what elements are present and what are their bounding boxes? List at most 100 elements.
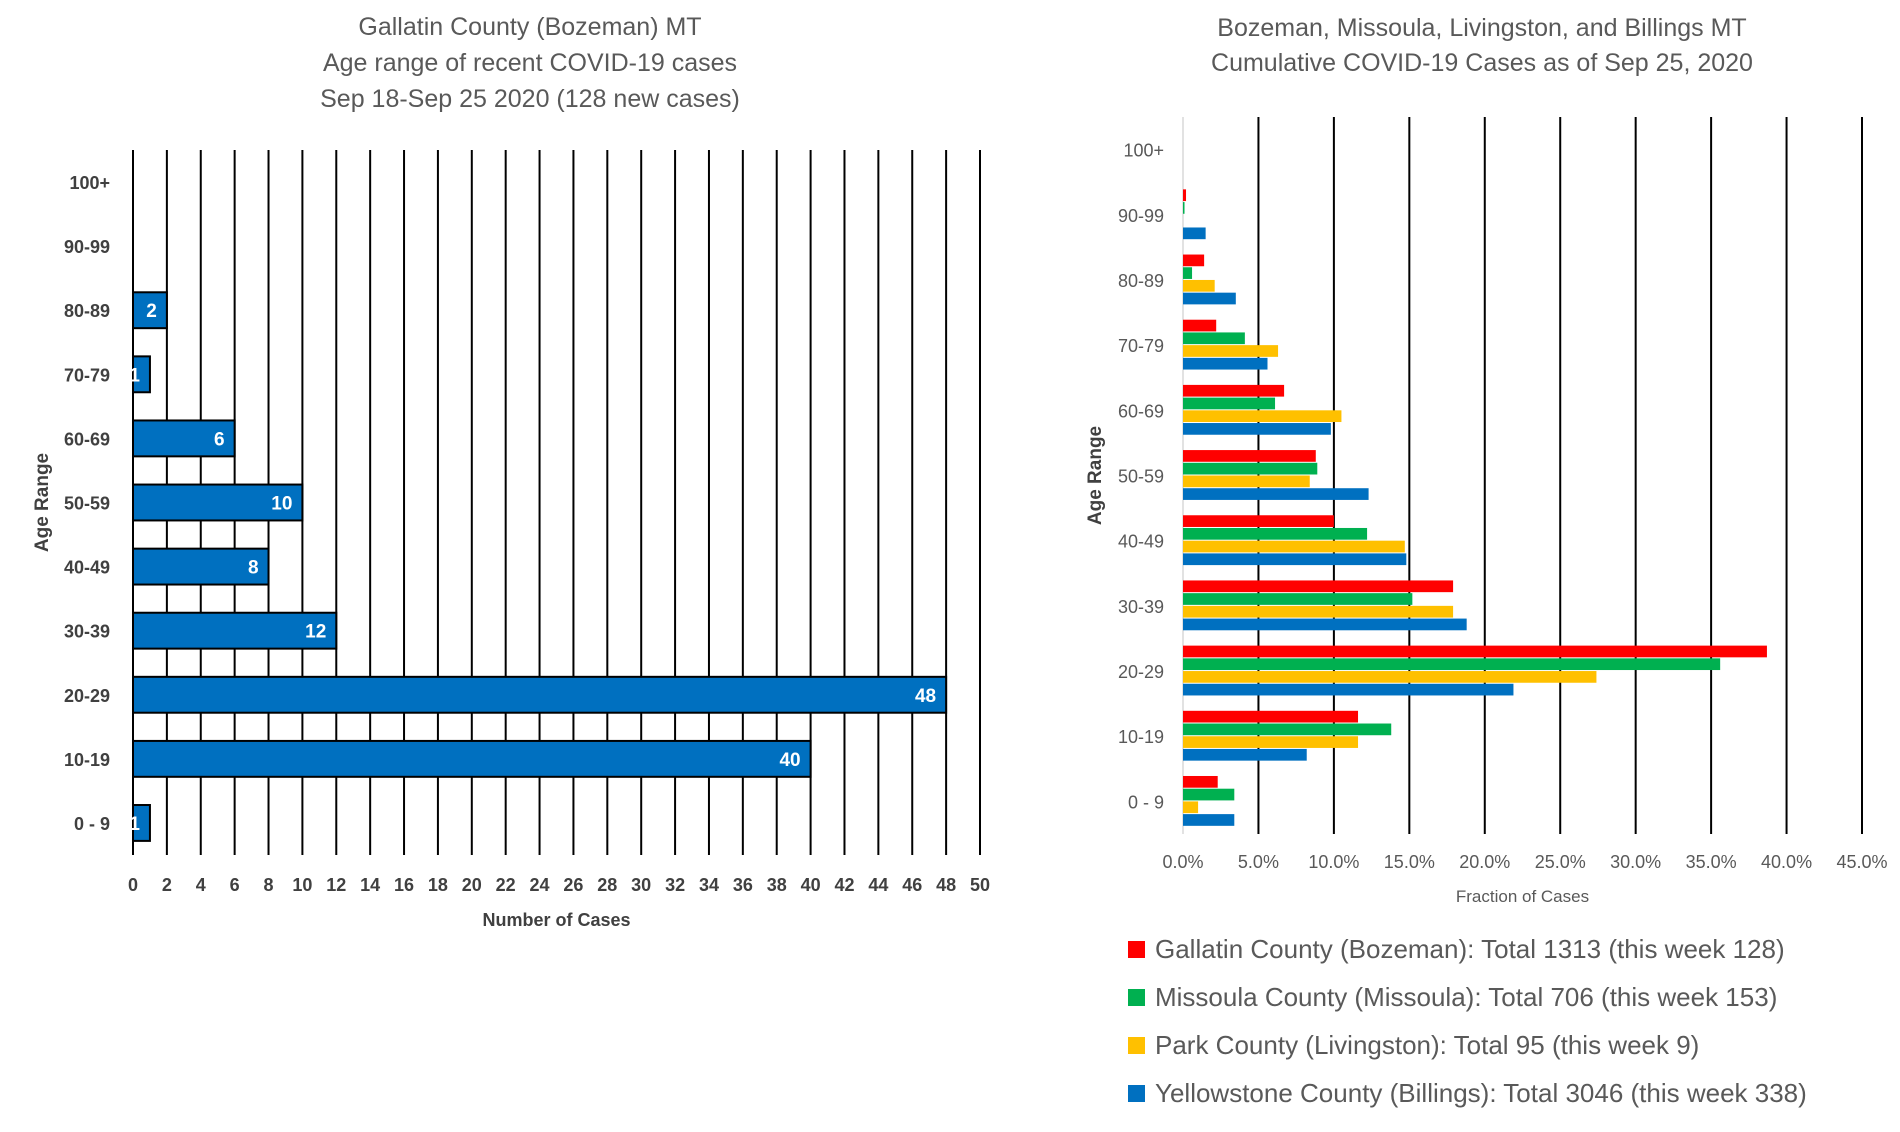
x-tick-label: 40.0% xyxy=(1761,852,1812,872)
bar xyxy=(132,291,168,330)
y-tick-label: 60-69 xyxy=(64,429,110,449)
bar xyxy=(1183,540,1405,553)
y-tick-label: 20-29 xyxy=(64,686,110,706)
y-tick-label: 100+ xyxy=(69,173,110,193)
y-tick-label: 70-79 xyxy=(64,365,110,385)
bar xyxy=(1183,397,1276,410)
bar xyxy=(1183,736,1359,748)
x-tick-label: 32 xyxy=(665,875,685,895)
x-tick-label: 18 xyxy=(428,875,448,895)
chart-left: Gallatin County (Bozeman) MT Age range of… xyxy=(32,13,990,930)
legend-item: Yellowstone County (Billings): Total 304… xyxy=(1128,1069,1888,1117)
x-tick-label: 22 xyxy=(496,875,516,895)
data-label: 2 xyxy=(146,301,157,322)
x-tick-label: 45.0% xyxy=(1836,852,1887,872)
legend-label: Gallatin County (Bozeman): Total 1313 (t… xyxy=(1155,933,1785,964)
x-tick-label: 20 xyxy=(462,875,482,895)
data-label: 1 xyxy=(129,365,140,386)
bar xyxy=(1183,645,1767,658)
y-tick-label: 20-29 xyxy=(1118,662,1164,682)
legend-swatch xyxy=(1128,1036,1145,1054)
bar xyxy=(1183,357,1268,370)
legend-swatch xyxy=(1128,1084,1145,1102)
bar xyxy=(1183,423,1331,435)
bar xyxy=(1183,345,1279,357)
y-tick-label: 60-69 xyxy=(1118,401,1164,421)
bar xyxy=(1183,788,1235,801)
x-tick-label: 10.0% xyxy=(1308,852,1359,872)
x-tick-label: 30 xyxy=(631,875,651,895)
y-tick-label: 50-59 xyxy=(64,494,110,514)
bar xyxy=(1183,254,1205,267)
bar xyxy=(1183,710,1359,723)
bar xyxy=(1183,748,1307,761)
y-tick-label: 0 - 9 xyxy=(1128,792,1164,812)
bar xyxy=(1183,462,1318,475)
y-tick-label: 30-39 xyxy=(64,622,110,642)
x-tick-label: 36 xyxy=(733,875,753,895)
x-tick-label: 50 xyxy=(970,875,990,895)
chart-right: Bozeman, Missoula, Livingston, and Billi… xyxy=(1085,14,1888,906)
bar xyxy=(132,355,151,394)
bar xyxy=(1183,189,1187,202)
x-tick-label: 46 xyxy=(902,875,922,895)
x-tick-label: 30.0% xyxy=(1610,852,1661,872)
legend-swatch xyxy=(1128,940,1145,958)
x-tick-label: 42 xyxy=(834,875,854,895)
y-axis-title: Age Range xyxy=(32,453,53,552)
bar xyxy=(1183,202,1185,214)
y-tick-label: 30-39 xyxy=(1118,597,1164,617)
x-tick-label: 8 xyxy=(264,875,274,895)
y-tick-label: 90-99 xyxy=(64,237,110,257)
bar xyxy=(1183,605,1454,618)
x-tick-label: 0 xyxy=(128,875,138,895)
bar xyxy=(1183,267,1193,279)
y-tick-label: 80-89 xyxy=(1118,271,1164,291)
bar xyxy=(1183,658,1721,671)
legend-label: Yellowstone County (Billings): Total 304… xyxy=(1155,1077,1807,1108)
bar xyxy=(132,804,151,842)
bar xyxy=(132,547,270,586)
bar xyxy=(1183,279,1215,292)
bar xyxy=(132,611,338,650)
x-tick-label: 26 xyxy=(563,875,583,895)
chart-title-line: Gallatin County (Bozeman) MT xyxy=(358,13,701,41)
x-tick-label: 15.0% xyxy=(1384,852,1435,872)
bar xyxy=(1183,384,1285,397)
data-label: 1 xyxy=(129,814,140,835)
bar xyxy=(1183,475,1310,488)
chart-title-line: Bozeman, Missoula, Livingston, and Billi… xyxy=(1217,14,1746,42)
chart-title-line: Cumulative COVID-19 Cases as of Sep 25, … xyxy=(1211,49,1753,77)
y-tick-label: 70-79 xyxy=(1118,336,1164,356)
x-tick-label: 2 xyxy=(162,875,172,895)
chart-title-line: Age range of recent COVID-19 cases xyxy=(323,49,737,77)
data-label: 48 xyxy=(915,686,936,707)
x-tick-label: 14 xyxy=(360,875,380,895)
bar xyxy=(1183,450,1316,462)
data-label: 40 xyxy=(779,750,800,771)
legend-label: Park County (Livingston): Total 95 (this… xyxy=(1155,1029,1700,1060)
bar xyxy=(132,483,304,522)
x-tick-label: 48 xyxy=(936,875,956,895)
x-tick-label: 35.0% xyxy=(1686,852,1737,872)
x-tick-label: 34 xyxy=(699,875,719,895)
y-tick-label: 40-49 xyxy=(1118,532,1164,552)
y-tick-label: 40-49 xyxy=(64,558,110,578)
x-tick-label: 12 xyxy=(326,875,346,895)
x-tick-label: 28 xyxy=(597,875,617,895)
bar xyxy=(1183,580,1454,593)
x-tick-label: 24 xyxy=(530,875,550,895)
y-tick-label: 10-19 xyxy=(64,750,110,770)
data-label: 10 xyxy=(271,494,292,515)
x-tick-label: 5.0% xyxy=(1238,852,1279,872)
data-label: 8 xyxy=(248,558,259,579)
data-label: 12 xyxy=(305,622,326,643)
bar xyxy=(1183,319,1217,332)
x-tick-label: 25.0% xyxy=(1535,852,1586,872)
bar xyxy=(1183,671,1597,683)
x-tick-label: 38 xyxy=(767,875,787,895)
bar xyxy=(1183,814,1235,826)
bar xyxy=(1183,488,1369,500)
x-tick-label: 6 xyxy=(230,875,240,895)
